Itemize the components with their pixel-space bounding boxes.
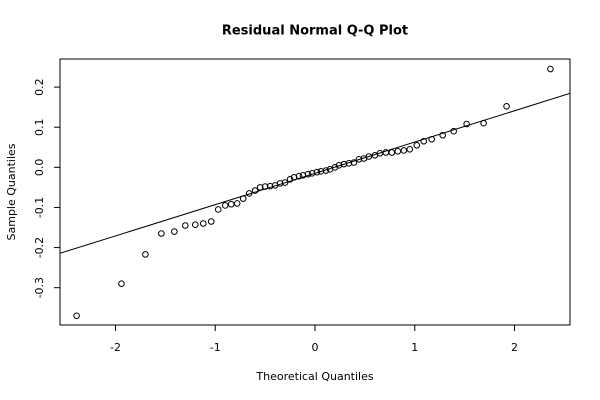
point: [388, 149, 396, 156]
point: [355, 156, 363, 163]
point: [304, 170, 312, 178]
y-tick-label: 0.2: [33, 78, 46, 96]
point: [281, 179, 289, 186]
point: [322, 167, 330, 174]
point: [142, 251, 149, 258]
point: [313, 168, 321, 176]
x-tick-label: -1: [210, 341, 221, 354]
x-tick-label: 0: [312, 341, 319, 354]
plot-frame: [59, 58, 571, 326]
x-tick-label: 2: [511, 341, 518, 354]
point: [317, 168, 325, 175]
point: [286, 176, 294, 183]
x-tick-label: -2: [110, 341, 121, 354]
point: [340, 160, 348, 168]
point: [480, 119, 487, 127]
point: [214, 206, 222, 213]
point: [245, 190, 253, 197]
point: [256, 184, 264, 191]
point: [182, 222, 189, 229]
point: [413, 141, 421, 149]
plot-area: [60, 65, 570, 320]
point: [295, 172, 303, 180]
point: [276, 180, 284, 187]
point: [428, 135, 436, 143]
point: [118, 280, 125, 287]
point: [406, 145, 414, 153]
point: [350, 159, 358, 166]
point: [199, 220, 207, 227]
point: [331, 164, 339, 171]
y-tick-label: -0.1: [33, 197, 46, 218]
point: [365, 153, 373, 160]
point: [239, 195, 247, 202]
y-tick-label: 0.0: [33, 159, 46, 177]
point: [503, 103, 510, 110]
point: [394, 147, 402, 155]
point: [463, 120, 470, 128]
point: [221, 202, 229, 209]
point: [400, 147, 408, 154]
point: [207, 218, 215, 225]
point: [233, 200, 241, 207]
point: [158, 230, 165, 237]
y-tick-label: 0.1: [33, 118, 46, 136]
point: [345, 160, 353, 167]
point: [73, 312, 80, 320]
point: [420, 137, 428, 145]
point: [547, 65, 554, 73]
y-tick-label: -0.3: [33, 277, 46, 298]
y-tick-label: -0.2: [33, 237, 46, 258]
x-axis-label: Theoretical Quantiles: [255, 370, 373, 383]
point: [227, 200, 235, 208]
point: [251, 187, 259, 194]
x-tick-label: 1: [411, 341, 418, 354]
point: [266, 182, 274, 190]
point: [261, 183, 269, 190]
point: [191, 221, 199, 228]
point: [382, 149, 390, 156]
point: [450, 127, 457, 135]
y-axis-label: Sample Quantiles: [5, 143, 18, 240]
chart-title: Residual Normal Q-Q Plot: [222, 24, 408, 39]
point: [171, 228, 178, 235]
point: [439, 131, 446, 139]
